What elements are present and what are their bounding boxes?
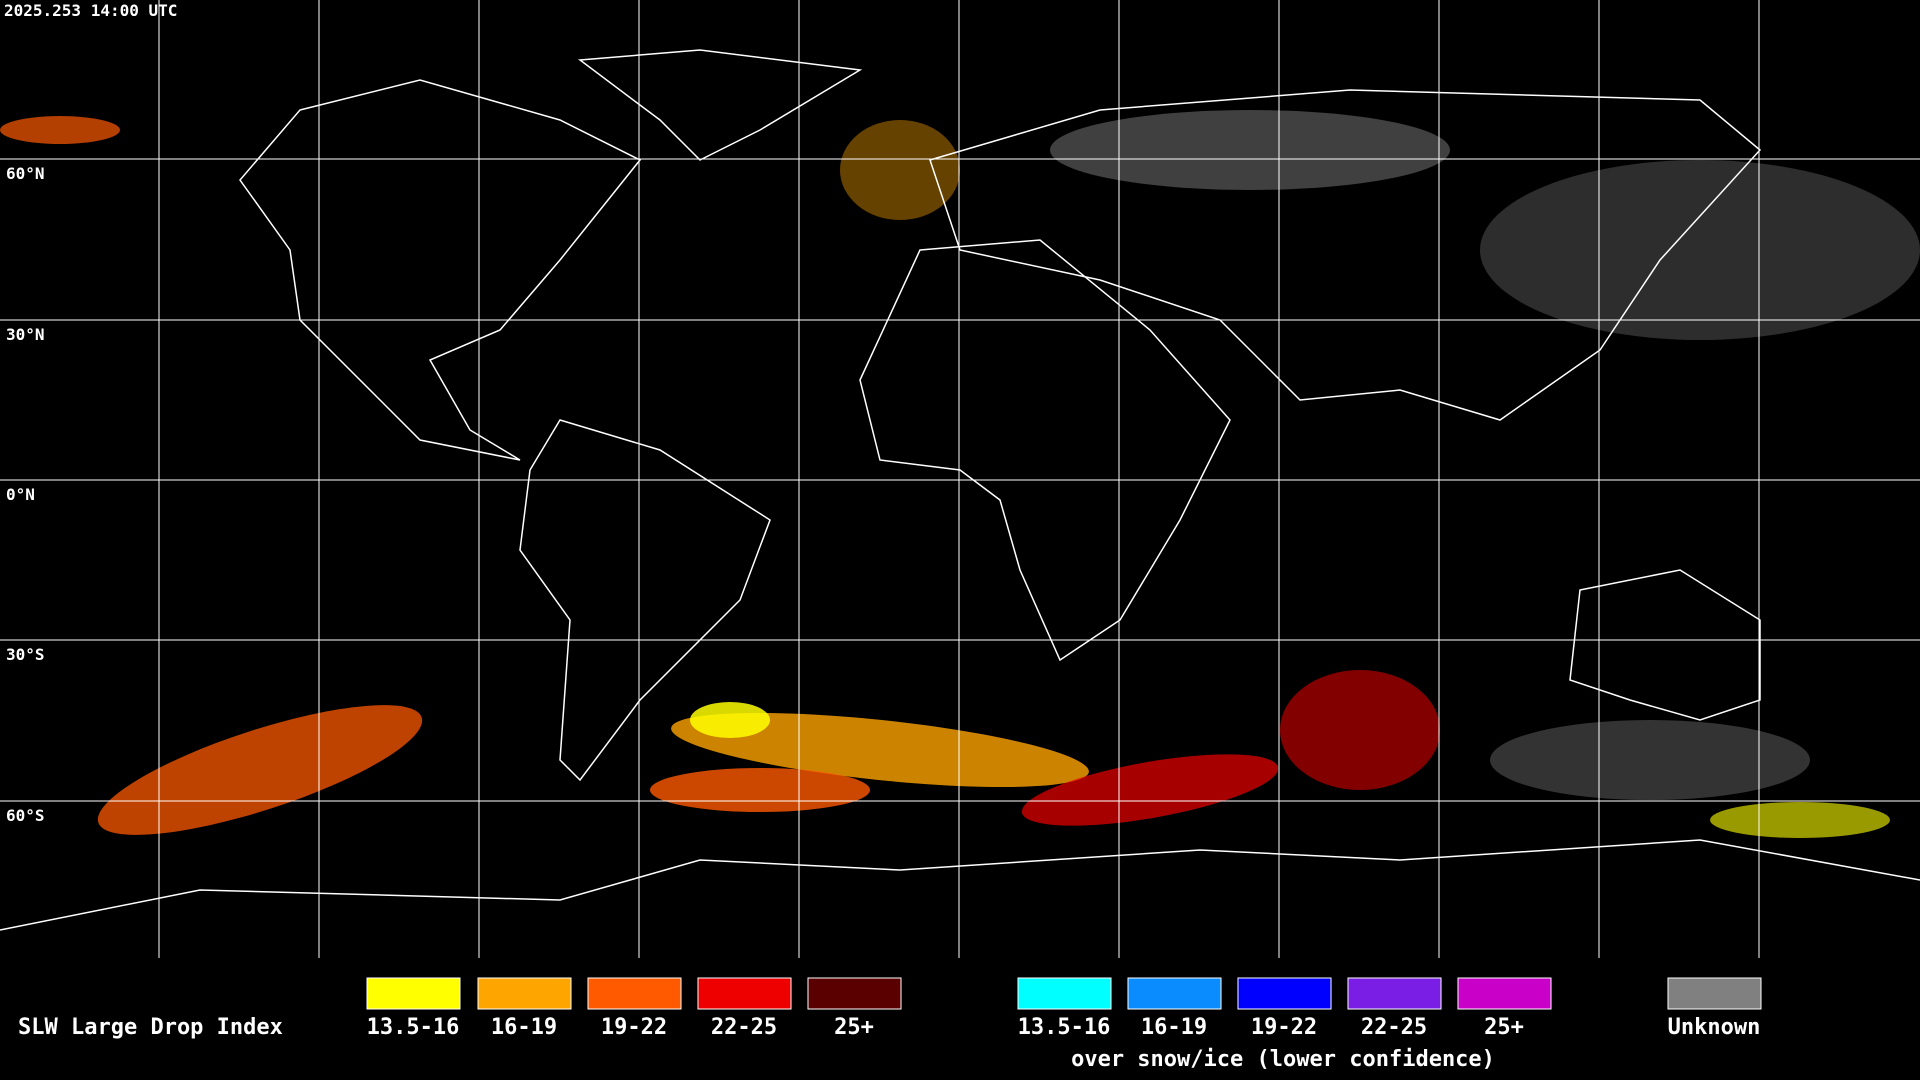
cloud-area <box>671 712 1089 788</box>
coastline <box>1569 569 1761 721</box>
legend-label: 13.5-16 <box>1018 1015 1111 1040</box>
legend-label: 22-25 <box>1361 1015 1427 1040</box>
legend-swatch <box>1347 977 1442 1010</box>
legend-label: 13.5-16 <box>367 1015 460 1040</box>
legend-swatch <box>807 977 902 1010</box>
cloud-area <box>97 705 423 835</box>
cloud-area <box>1050 110 1450 190</box>
coastlines <box>0 49 1920 931</box>
legend-swatch <box>1667 977 1762 1010</box>
coastline <box>859 239 1231 662</box>
cloud-area <box>650 768 870 812</box>
latitude-label: 60°N <box>6 164 45 183</box>
legend-swatch <box>1237 977 1332 1010</box>
legend-label: 25+ <box>1484 1015 1524 1040</box>
cloud-area <box>1280 670 1440 790</box>
cloud-area <box>690 702 770 738</box>
legend-note: over snow/ice (lower confidence) <box>1071 1047 1495 1072</box>
cloud-area <box>1490 720 1810 800</box>
graticule <box>0 0 1920 958</box>
latitude-label: 30°S <box>6 645 45 664</box>
latitude-label: 30°N <box>6 325 45 344</box>
legend-label: 16-19 <box>491 1015 557 1040</box>
latitude-label: 60°S <box>6 806 45 825</box>
legend: SLW Large Drop Index 13.5-16 16-19 19-22 22-… <box>18 977 1762 1072</box>
map-background <box>0 0 1920 958</box>
legend-label: 22-25 <box>711 1015 777 1040</box>
legend-swatch <box>587 977 682 1010</box>
legend-label: 16-19 <box>1141 1015 1207 1040</box>
latitude-labels: 60°N 30°N 0°N 30°S 60°S <box>6 164 45 825</box>
cloud-area <box>1480 160 1920 340</box>
legend-label: 25+ <box>834 1015 874 1040</box>
legend-swatch <box>1127 977 1222 1010</box>
coastline <box>929 89 1762 421</box>
legend-swatch <box>477 977 572 1010</box>
cloud-field <box>0 110 1920 838</box>
legend-label: 19-22 <box>1251 1015 1317 1040</box>
legend-swatch <box>1457 977 1552 1010</box>
legend-swatch <box>697 977 792 1010</box>
legend-swatch <box>1017 977 1112 1010</box>
coastline <box>577 49 863 161</box>
legend-swatch <box>366 977 461 1010</box>
legend-title: SLW Large Drop Index <box>18 1015 283 1040</box>
legend-label: 19-22 <box>601 1015 667 1040</box>
cloud-area <box>0 116 120 144</box>
latitude-label: 0°N <box>6 485 35 504</box>
legend-label: Unknown <box>1668 1015 1761 1040</box>
coastline <box>239 79 642 461</box>
cloud-area <box>840 120 960 220</box>
timestamp: 2025.253 14:00 UTC <box>4 1 177 20</box>
cloud-area <box>1710 802 1890 838</box>
cloud-area <box>1021 754 1279 826</box>
coastline <box>0 839 1920 931</box>
coastline <box>519 419 771 782</box>
